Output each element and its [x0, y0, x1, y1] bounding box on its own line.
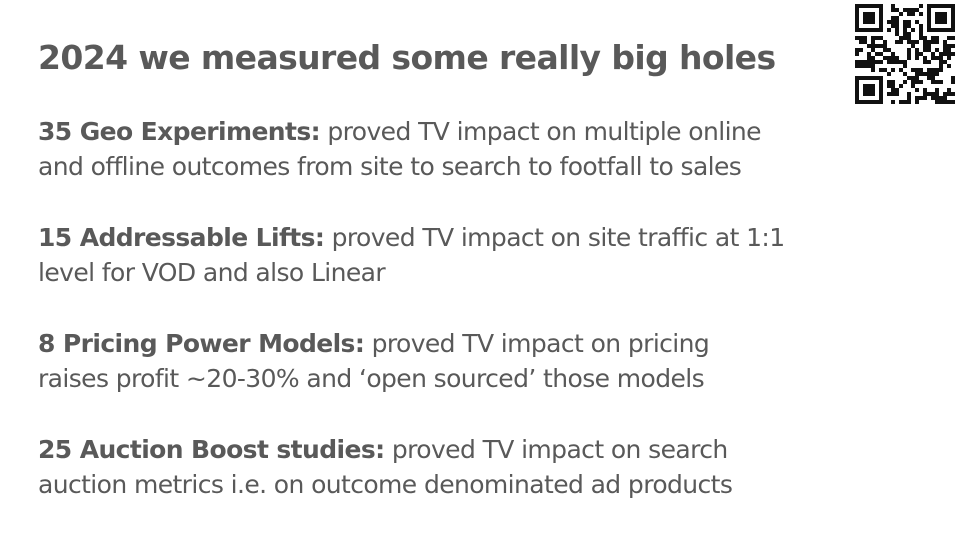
finding-lead: 35 Geo Experiments: [38, 117, 321, 146]
slide-title: 2024 we measured some really big holes [38, 38, 776, 77]
finding-auction-boost-studies: 25 Auction Boost studies: proved TV impa… [38, 432, 858, 502]
finding-geo-experiments: 35 Geo Experiments: proved TV impact on … [38, 114, 858, 184]
finding-lead: 8 Pricing Power Models: [38, 329, 365, 358]
finding-text: proved TV impact on site traffic at 1:1 [324, 223, 786, 252]
finding-lead: 15 Addressable Lifts: [38, 223, 325, 252]
finding-pricing-power-models: 8 Pricing Power Models: proved TV impact… [38, 326, 858, 396]
finding-text: and offline outcomes from site to search… [38, 152, 742, 181]
finding-text: proved TV impact on multiple online [320, 117, 761, 146]
findings-list: 35 Geo Experiments: proved TV impact on … [38, 114, 858, 538]
qr-code-icon[interactable] [855, 4, 955, 104]
finding-text: auction metrics i.e. on outcome denomina… [38, 470, 733, 499]
finding-text: raises profit ~20-30% and ‘open sourced’… [38, 364, 705, 393]
finding-lead: 25 Auction Boost studies: [38, 435, 385, 464]
finding-addressable-lifts: 15 Addressable Lifts: proved TV impact o… [38, 220, 858, 290]
finding-text: level for VOD and also Linear [38, 258, 386, 287]
finding-text: proved TV impact on search [384, 435, 728, 464]
finding-text: proved TV impact on pricing [364, 329, 710, 358]
